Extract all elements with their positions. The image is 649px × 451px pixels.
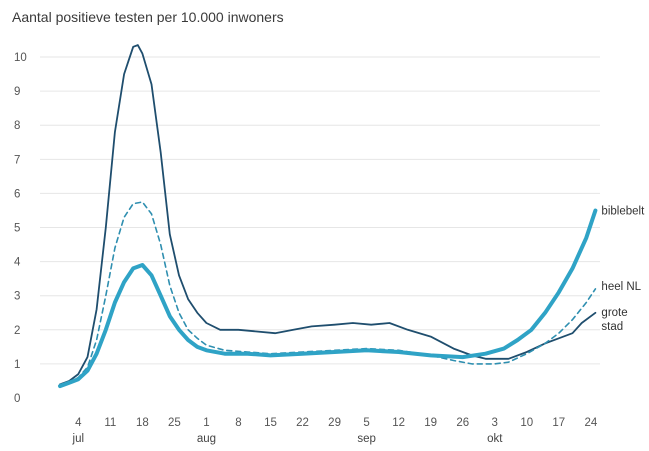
series-line-heel-nl <box>59 201 597 386</box>
series-label-grote-stad: stad <box>601 321 623 333</box>
series-lines <box>58 44 598 389</box>
x-tick-label: 24 <box>584 417 597 429</box>
month-label-aug: aug <box>197 433 216 445</box>
x-tick-label: 5 <box>363 417 369 429</box>
y-tick-label: 7 <box>14 154 20 166</box>
y-tick-label: 4 <box>14 257 21 269</box>
x-tick-label: 18 <box>136 417 149 429</box>
grid-lines <box>40 56 600 365</box>
chart-title: Aantal positieve testen per 10.000 inwon… <box>12 9 284 25</box>
series-line-biblebelt <box>58 208 598 389</box>
y-tick-label: 3 <box>14 291 20 303</box>
y-tick-label: 6 <box>14 188 20 200</box>
x-tick-label: 11 <box>104 417 116 429</box>
y-tick-label: 9 <box>14 86 20 98</box>
x-tick-label: 12 <box>392 417 405 429</box>
series-line-grote-stad <box>59 44 597 386</box>
y-axis-ticks: 0 1 2 3 4 5 6 7 8 9 10 <box>14 52 27 405</box>
y-tick-label: 0 <box>14 393 20 405</box>
series-labels: grote stad heel NL biblebelt <box>601 205 645 332</box>
series-label-grote-stad: grote <box>601 307 627 319</box>
month-labels: jul aug sep okt <box>72 433 504 445</box>
x-tick-label: 26 <box>456 417 469 429</box>
x-tick-label: 4 <box>75 417 82 429</box>
series-label-heel-nl: heel NL <box>601 281 641 293</box>
x-tick-label: 25 <box>168 417 181 429</box>
month-label-okt: okt <box>487 433 503 445</box>
month-label-sep: sep <box>357 433 376 445</box>
series-label-biblebelt: biblebelt <box>601 205 645 217</box>
x-tick-label: 29 <box>328 417 341 429</box>
y-tick-label: 8 <box>14 120 20 132</box>
y-tick-label: 1 <box>14 359 20 371</box>
x-tick-label: 19 <box>424 417 437 429</box>
y-tick-label: 5 <box>14 223 20 235</box>
y-tick-label: 2 <box>14 325 20 337</box>
x-tick-label: 8 <box>235 417 241 429</box>
x-tick-label: 1 <box>203 417 209 429</box>
x-tick-label: 17 <box>552 417 565 429</box>
x-tick-label: 10 <box>520 417 533 429</box>
x-axis-ticks: 4 11 18 25 1 8 15 22 29 5 12 19 26 3 10 17 24 <box>75 417 598 429</box>
month-label-jul: jul <box>72 433 85 445</box>
x-tick-label: 15 <box>264 417 277 429</box>
y-tick-label: 10 <box>14 52 27 64</box>
x-tick-label: 22 <box>296 417 309 429</box>
x-tick-label: 3 <box>492 417 498 429</box>
